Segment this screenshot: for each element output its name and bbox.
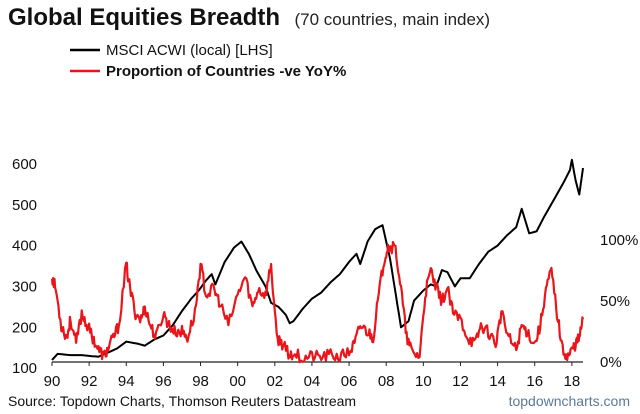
x-tick-label: 14: [489, 373, 506, 390]
x-tick-label: 10: [415, 373, 432, 390]
y-left-tick-label: 600: [12, 156, 37, 173]
y-left-tick-label: 100: [12, 360, 37, 377]
x-tick-label: 94: [118, 373, 135, 390]
chart-title-row: Global Equities Breadth (70 countries, m…: [8, 4, 490, 32]
watermark: topdowncharts.com: [508, 393, 630, 409]
y-right-tick-label: 0%: [600, 354, 622, 371]
chart-subtitle: (70 countries, main index): [294, 10, 491, 29]
x-tick-label: 00: [229, 373, 246, 390]
x-tick-label: 92: [81, 373, 98, 390]
y-right-tick-label: 100%: [600, 232, 638, 249]
y-left-tick-label: 300: [12, 278, 37, 295]
x-tick-label: 06: [341, 373, 358, 390]
x-tick-label: 04: [304, 373, 321, 390]
x-tick-label: 96: [155, 373, 172, 390]
y-left-tick-label: 400: [12, 238, 37, 255]
legend-entry-msci-label: MSCI ACWI (local) [LHS]: [106, 42, 273, 59]
x-tick-label: 90: [44, 373, 61, 390]
proportion-series-line: [50, 240, 585, 364]
y-left-tick-label: 200: [12, 319, 37, 336]
y-left-tick-label: 500: [12, 197, 37, 214]
x-tick-label: 98: [192, 373, 209, 390]
source-note: Source: Topdown Charts, Thomson Reuters …: [8, 393, 357, 409]
x-tick-label: 02: [266, 373, 283, 390]
x-tick-label: 12: [452, 373, 469, 390]
chart-title: Global Equities Breadth: [8, 4, 281, 31]
x-tick-label: 18: [564, 373, 581, 390]
msci-series-line: [51, 158, 584, 361]
legend-entry-proportion-label: Proportion of Countries -ve YoY%: [106, 63, 346, 80]
x-tick-label: 16: [526, 373, 543, 390]
x-tick-label: 08: [378, 373, 395, 390]
y-right-tick-label: 50%: [600, 293, 630, 310]
